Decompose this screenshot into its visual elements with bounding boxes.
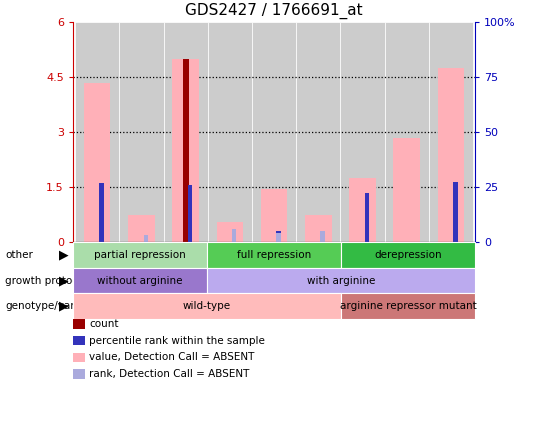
Text: wild-type: wild-type: [183, 301, 231, 311]
Bar: [276, 233, 281, 242]
Bar: [232, 229, 237, 242]
Bar: [364, 193, 369, 242]
Text: growth protocol: growth protocol: [5, 276, 88, 285]
Bar: [349, 178, 376, 242]
Text: other: other: [5, 250, 33, 260]
Bar: [453, 182, 457, 242]
Bar: [305, 214, 332, 242]
Bar: [208, 22, 252, 242]
Text: ▶: ▶: [59, 300, 69, 313]
Text: full repression: full repression: [237, 250, 311, 260]
Text: genotype/variation: genotype/variation: [5, 301, 105, 311]
Bar: [119, 22, 164, 242]
Bar: [320, 234, 325, 242]
Bar: [144, 234, 148, 242]
Title: GDS2427 / 1766691_at: GDS2427 / 1766691_at: [185, 3, 363, 20]
Bar: [84, 83, 111, 242]
Bar: [437, 68, 464, 242]
Bar: [183, 59, 188, 242]
Text: arginine repressor mutant: arginine repressor mutant: [340, 301, 476, 311]
Bar: [320, 231, 325, 242]
Bar: [384, 22, 429, 242]
Bar: [276, 231, 281, 242]
Text: percentile rank within the sample: percentile rank within the sample: [89, 336, 265, 345]
Bar: [99, 183, 104, 242]
Bar: [144, 234, 148, 242]
Bar: [172, 59, 199, 242]
Bar: [128, 214, 154, 242]
Bar: [252, 22, 296, 242]
Text: ▶: ▶: [59, 248, 69, 262]
Bar: [340, 22, 384, 242]
Bar: [429, 22, 473, 242]
Bar: [296, 22, 340, 242]
Text: with arginine: with arginine: [307, 276, 375, 285]
Text: rank, Detection Call = ABSENT: rank, Detection Call = ABSENT: [89, 369, 249, 379]
Bar: [188, 185, 192, 242]
Text: value, Detection Call = ABSENT: value, Detection Call = ABSENT: [89, 353, 254, 362]
Text: partial repression: partial repression: [94, 250, 186, 260]
Text: count: count: [89, 319, 119, 329]
Bar: [217, 222, 243, 242]
Bar: [394, 138, 420, 242]
Bar: [75, 22, 119, 242]
Bar: [164, 22, 208, 242]
Text: without arginine: without arginine: [97, 276, 183, 285]
Bar: [261, 189, 287, 242]
Text: ▶: ▶: [59, 274, 69, 287]
Text: derepression: derepression: [374, 250, 442, 260]
